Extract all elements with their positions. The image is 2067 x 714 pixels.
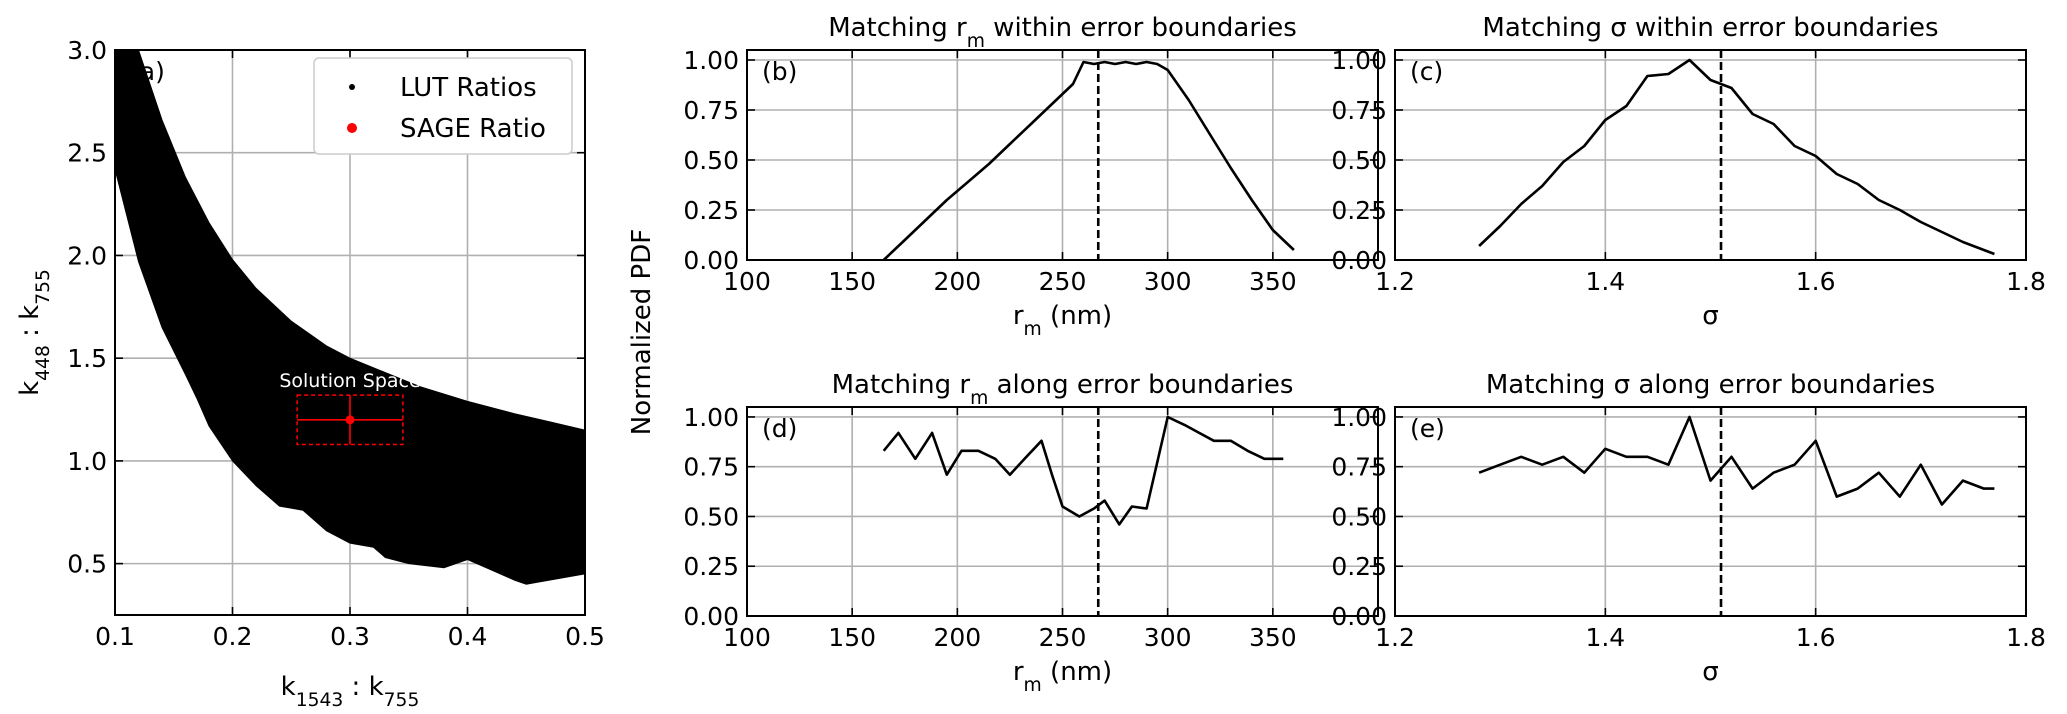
x-tick-label: 300 [1144, 623, 1192, 652]
y-tick-label: 0.50 [1331, 502, 1387, 531]
panel-tag: (a) [130, 57, 165, 86]
x-tick-label: 200 [933, 267, 981, 296]
legend-box [313, 57, 573, 155]
y-tick-label: 2.0 [67, 241, 107, 270]
x-tick-label: 0.5 [565, 622, 605, 651]
y-tick-label: 0.00 [1331, 602, 1387, 631]
axes-frame [1394, 49, 2027, 261]
shared-y-axis-label: Normalized PDF [627, 229, 657, 435]
lut-ratios-region [115, 50, 585, 585]
plot-area-c [1478, 50, 1995, 260]
legend: LUT Ratios SAGE Ratio [313, 57, 573, 155]
x-tick-label: 1.6 [1796, 623, 1836, 652]
x-tick-label: 1.6 [1796, 267, 1836, 296]
y-tick-label: 0.25 [1331, 196, 1387, 225]
y-tick-label: 0.25 [1331, 552, 1387, 581]
panel-a: Solution Space 0.1 0.2 0.3 0.4 0.5 0.5 1.0 1.5 2.… [15, 36, 605, 711]
panel-d: 100 150 200 250 300 350 0.00 0.25 0.50 0.75 1.00 (d… [683, 370, 1379, 696]
legend-marker-lut [349, 84, 355, 90]
panel-title: Matching rm within error boundaries [828, 13, 1297, 52]
y-tick-label: 0.75 [683, 96, 739, 125]
y-tick-label: 3.0 [67, 36, 107, 65]
y-tick-label: 0.75 [683, 453, 739, 482]
x-axis-label: rm (nm) [1013, 301, 1112, 340]
x-tick-label: 0.2 [213, 622, 253, 651]
legend-label-sage: SAGE Ratio [400, 114, 546, 144]
y-tick-label: 1.00 [683, 403, 739, 432]
panel-title: Matching σ within error boundaries [1482, 13, 1938, 43]
x-tick-label: 150 [828, 623, 876, 652]
panel-tag: (c) [1410, 57, 1443, 86]
x-tick-label: 150 [828, 267, 876, 296]
plot-area-a [115, 50, 585, 585]
y-tick-label: 0.50 [683, 146, 739, 175]
y-axis-label: k448 : k755 [15, 269, 54, 396]
x-tick-label: 100 [723, 267, 771, 296]
y-tick-label: 0.50 [683, 502, 739, 531]
panel-c: 1.2 1.4 1.6 1.8 0.00 0.25 0.50 0.75 1.00 (c) Match… [1331, 13, 2046, 331]
x-axis-label: σ [1702, 657, 1718, 687]
y-tick-label: 1.5 [67, 344, 107, 373]
x-axis-label: σ [1702, 301, 1718, 331]
x-axis-label: rm (nm) [1013, 657, 1112, 696]
y-tick-label: 0.75 [1331, 453, 1387, 482]
panel-title: Matching rm along error boundaries [832, 370, 1294, 409]
solution-space-label: Solution Space [279, 370, 420, 392]
plot-area-d [882, 407, 1284, 616]
x-tick-label: 1.4 [1585, 623, 1625, 652]
panel-e: 1.2 1.4 1.6 1.8 0.00 0.25 0.50 0.75 1.00 (e) Match… [1331, 370, 2046, 687]
x-tick-label: 350 [1249, 623, 1297, 652]
panel-b: 100 150 200 250 300 350 0.00 0.25 0.50 0.75 1.00 (b… [683, 13, 1379, 340]
axes-frame [1394, 406, 2027, 617]
pdf-line [882, 415, 1284, 526]
y-tick-label: 0.75 [1331, 96, 1387, 125]
y-tick-label: 2.5 [67, 139, 107, 168]
x-tick-label: 250 [1039, 623, 1087, 652]
plot-area-b [882, 50, 1295, 260]
y-tick-label: 0.00 [683, 602, 739, 631]
legend-marker-sage [347, 123, 357, 133]
panel-title: Matching σ along error boundaries [1486, 370, 1935, 400]
pdf-line [1478, 415, 1995, 506]
x-tick-label: 1.8 [2006, 267, 2046, 296]
panel-tag: (e) [1410, 414, 1445, 443]
y-tick-label: 0.5 [67, 550, 107, 579]
y-tick-label: 0.00 [1331, 246, 1387, 275]
panel-tag: (b) [762, 57, 797, 86]
x-tick-label: 0.1 [95, 622, 135, 651]
panel-tag: (d) [762, 414, 797, 443]
y-tick-label: 0.25 [683, 552, 739, 581]
x-tick-label: 250 [1039, 267, 1087, 296]
y-tick-label: 0.00 [683, 246, 739, 275]
x-tick-label: 100 [723, 623, 771, 652]
y-tick-label: 0.25 [683, 196, 739, 225]
legend-label-lut: LUT Ratios [400, 73, 537, 103]
x-tick-label: 1.4 [1585, 267, 1625, 296]
x-tick-label: 1.2 [1375, 267, 1415, 296]
plot-area-e [1478, 407, 1995, 616]
y-tick-label: 1.00 [1331, 403, 1387, 432]
pdf-line [1478, 58, 1995, 256]
y-tick-label: 1.0 [67, 447, 107, 476]
x-tick-label: 350 [1249, 267, 1297, 296]
x-tick-label: 0.3 [330, 622, 370, 651]
sage-ratio-point [345, 415, 355, 425]
x-tick-label: 0.4 [448, 622, 488, 651]
x-tick-label: 1.2 [1375, 623, 1415, 652]
pdf-line [882, 60, 1295, 260]
x-tick-label: 1.8 [2006, 623, 2046, 652]
x-axis-label: k1543 : k755 [281, 672, 420, 711]
x-tick-label: 300 [1144, 267, 1192, 296]
x-tick-label: 200 [933, 623, 981, 652]
y-tick-label: 1.00 [683, 46, 739, 75]
y-tick-label: 1.00 [1331, 46, 1387, 75]
y-tick-label: 0.50 [1331, 146, 1387, 175]
